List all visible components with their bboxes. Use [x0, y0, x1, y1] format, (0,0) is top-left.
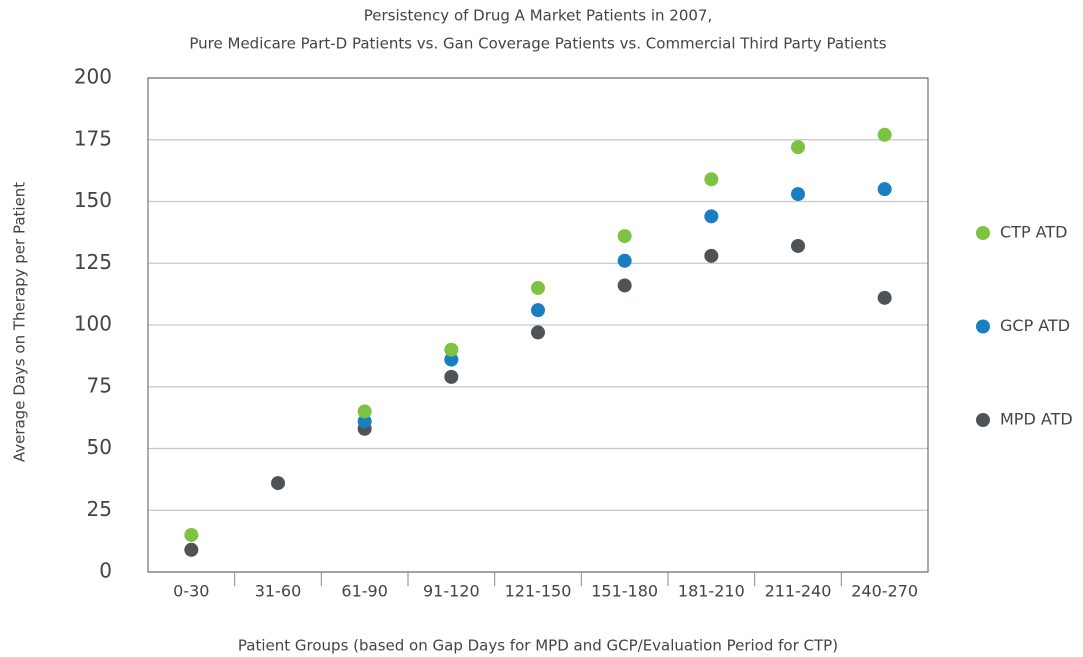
y-tick-label: 50: [87, 435, 112, 459]
dot: [704, 209, 719, 224]
dot: [357, 404, 372, 419]
dot: [617, 229, 632, 244]
dot: [791, 238, 805, 253]
y-axis-label: Average Days on Therapy per Patient: [11, 182, 29, 462]
y-tick-label: 150: [74, 188, 112, 212]
dot: [531, 325, 545, 340]
x-tick-label: 61-90: [341, 582, 388, 601]
dot: [184, 542, 199, 557]
dot: [184, 527, 199, 542]
y-tick-label: 0: [99, 559, 112, 583]
legend-marker: [976, 413, 990, 427]
legend-label: CTP ATD: [1000, 223, 1067, 242]
x-tick-label: 211-240: [765, 582, 832, 601]
dot: [704, 172, 719, 187]
dot: [271, 476, 285, 491]
x-tick-label: 151-180: [591, 582, 658, 601]
legend-label: GCP ATD: [1000, 316, 1070, 335]
x-tick-label: 121-150: [505, 582, 572, 601]
y-tick-label: 125: [74, 250, 112, 274]
y-tick-label: 75: [87, 373, 112, 397]
dot: [791, 187, 805, 202]
legend-label: MPD ATD: [1000, 410, 1073, 429]
x-tick-label: 181-210: [678, 582, 745, 601]
legend-marker: [976, 226, 990, 240]
x-axis-label: Patient Groups (based on Gap Days for MP…: [238, 637, 838, 655]
legend-marker: [976, 319, 990, 334]
x-tick-label: 31-60: [255, 582, 302, 601]
y-tick-label: 175: [74, 126, 112, 150]
chart-title: Persistency of Drug A Market Patients in…: [364, 7, 713, 25]
dot: [877, 182, 892, 197]
dot: [444, 369, 459, 384]
plot-border: [147, 77, 929, 573]
y-tick-label: 200: [74, 65, 112, 89]
dot: [617, 278, 632, 293]
y-tick-label: 100: [74, 312, 112, 336]
dot: [617, 253, 632, 268]
dot: [704, 248, 719, 263]
dot: [877, 127, 892, 142]
dot: [444, 342, 459, 357]
x-tick-label: 91-120: [423, 582, 480, 601]
dot: [444, 352, 459, 367]
x-tick-label: 240-270: [851, 582, 918, 601]
y-tick-label: 25: [87, 497, 112, 521]
dot: [877, 290, 892, 305]
x-tick-label: 0-30: [173, 582, 209, 601]
dot: [531, 280, 545, 295]
dot: [791, 140, 805, 155]
dot: [357, 414, 372, 429]
dot: [531, 303, 545, 318]
chart-subtitle: Pure Medicare Part-D Patients vs. Gan Co…: [189, 35, 886, 53]
